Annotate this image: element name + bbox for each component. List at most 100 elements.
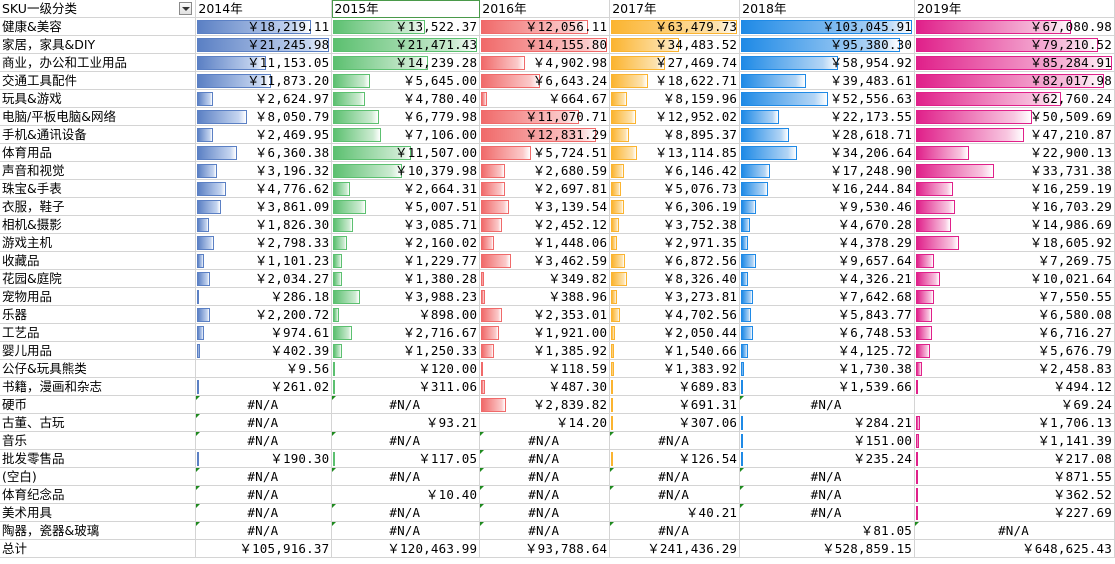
value-cell[interactable]: #N/A [331, 395, 481, 414]
category-label[interactable]: 陶器，瓷器&玻璃 [0, 521, 197, 540]
category-label[interactable]: 批发零售品 [0, 449, 197, 468]
value-cell[interactable]: ￥118.59 [479, 359, 611, 378]
value-cell[interactable]: ￥117.05 [331, 449, 481, 468]
value-cell[interactable]: ￥1,540.66 [609, 341, 741, 360]
value-cell[interactable]: ￥11,153.05 [195, 53, 333, 72]
value-cell[interactable]: ￥1,826.30 [195, 215, 333, 234]
value-cell[interactable]: ￥79,210.52 [914, 35, 1115, 54]
value-cell[interactable]: ￥2,971.35 [609, 233, 741, 252]
value-cell[interactable]: ￥9,657.64 [739, 251, 916, 270]
value-cell[interactable]: ￥58,954.92 [739, 53, 916, 72]
value-cell[interactable]: ￥2,716.67 [331, 323, 481, 342]
value-cell[interactable]: #N/A [195, 503, 333, 522]
column-header-year[interactable]: 2018年 [739, 0, 916, 18]
column-header-year[interactable]: 2015年 [331, 0, 481, 18]
value-cell[interactable]: ￥11,507.00 [331, 143, 481, 162]
value-cell[interactable]: ￥217.08 [914, 449, 1115, 468]
value-cell[interactable]: #N/A [195, 521, 333, 540]
value-cell[interactable]: ￥2,458.83 [914, 359, 1115, 378]
value-cell[interactable]: ￥105,916.37 [195, 539, 333, 558]
category-label[interactable]: 书籍，漫画和杂志 [0, 377, 197, 396]
value-cell[interactable]: ￥2,200.72 [195, 305, 333, 324]
value-cell[interactable]: #N/A [479, 467, 611, 486]
value-cell[interactable]: ￥3,196.32 [195, 161, 333, 180]
value-cell[interactable]: ￥8,326.40 [609, 269, 741, 288]
category-label[interactable]: 古董、古玩 [0, 413, 197, 432]
value-cell[interactable]: ￥11,873.20 [195, 71, 333, 90]
category-label[interactable]: 珠宝&手表 [0, 179, 197, 198]
row-label-header[interactable]: SKU一级分类 [0, 0, 197, 18]
category-label[interactable]: 乐器 [0, 305, 197, 324]
value-cell[interactable]: ￥6,779.98 [331, 107, 481, 126]
category-label[interactable]: 宠物用品 [0, 287, 197, 306]
value-cell[interactable]: ￥4,780.40 [331, 89, 481, 108]
value-cell[interactable]: ￥494.12 [914, 377, 1115, 396]
category-label[interactable]: 美术用具 [0, 503, 197, 522]
value-cell[interactable]: ￥307.06 [609, 413, 741, 432]
value-cell[interactable]: ￥17,248.90 [739, 161, 916, 180]
category-label[interactable]: 硬币 [0, 395, 197, 414]
value-cell[interactable]: ￥261.02 [195, 377, 333, 396]
value-cell[interactable]: ￥93,788.64 [479, 539, 611, 558]
category-label[interactable]: 商业，办公和工业用品 [0, 53, 197, 72]
category-label[interactable]: 手机&通讯设备 [0, 125, 197, 144]
category-label[interactable]: 体育纪念品 [0, 485, 197, 504]
value-cell[interactable]: ￥13,522.37 [331, 17, 481, 36]
value-cell[interactable]: #N/A [609, 485, 741, 504]
value-cell[interactable]: ￥7,550.55 [914, 287, 1115, 306]
value-cell[interactable]: ￥3,752.38 [609, 215, 741, 234]
value-cell[interactable]: ￥6,716.27 [914, 323, 1115, 342]
value-cell[interactable]: ￥2,050.44 [609, 323, 741, 342]
value-cell[interactable]: ￥402.39 [195, 341, 333, 360]
value-cell[interactable]: ￥1,539.66 [739, 377, 916, 396]
value-cell[interactable]: ￥13,114.85 [609, 143, 741, 162]
category-label[interactable]: 体育用品 [0, 143, 197, 162]
value-cell[interactable]: #N/A [739, 485, 916, 504]
value-cell[interactable]: ￥3,273.81 [609, 287, 741, 306]
value-cell[interactable]: ￥5,676.79 [914, 341, 1115, 360]
value-cell[interactable]: ￥7,642.68 [739, 287, 916, 306]
value-cell[interactable]: ￥1,229.77 [331, 251, 481, 270]
value-cell[interactable]: ￥14.20 [479, 413, 611, 432]
category-label[interactable]: 电脑/平板电脑&网络 [0, 107, 197, 126]
value-cell[interactable]: ￥2,798.33 [195, 233, 333, 252]
value-cell[interactable]: ￥11,070.71 [479, 107, 611, 126]
value-cell[interactable]: ￥2,624.97 [195, 89, 333, 108]
value-cell[interactable]: ￥21,245.98 [195, 35, 333, 54]
value-cell[interactable]: ￥16,259.19 [914, 179, 1115, 198]
value-cell[interactable]: #N/A [331, 431, 481, 450]
value-cell[interactable]: ￥691.31 [609, 395, 741, 414]
value-cell[interactable]: ￥6,360.38 [195, 143, 333, 162]
value-cell[interactable]: ￥21,471.43 [331, 35, 481, 54]
value-cell[interactable]: ￥2,160.02 [331, 233, 481, 252]
value-cell[interactable]: ￥227.69 [914, 503, 1115, 522]
value-cell[interactable]: #N/A [739, 467, 916, 486]
value-cell[interactable]: ￥2,697.81 [479, 179, 611, 198]
value-cell[interactable]: ￥1,921.00 [479, 323, 611, 342]
value-cell[interactable]: ￥5,843.77 [739, 305, 916, 324]
value-cell[interactable]: ￥10,379.98 [331, 161, 481, 180]
value-cell[interactable]: #N/A [195, 431, 333, 450]
category-label[interactable]: 相机&摄影 [0, 215, 197, 234]
value-cell[interactable]: ￥18,605.92 [914, 233, 1115, 252]
value-cell[interactable]: ￥2,034.27 [195, 269, 333, 288]
value-cell[interactable]: #N/A [609, 467, 741, 486]
value-cell[interactable]: ￥362.52 [914, 485, 1115, 504]
value-cell[interactable]: ￥4,776.62 [195, 179, 333, 198]
value-cell[interactable]: ￥50,509.69 [914, 107, 1115, 126]
value-cell[interactable]: ￥349.82 [479, 269, 611, 288]
category-label[interactable]: 玩具&游戏 [0, 89, 197, 108]
value-cell[interactable]: ￥4,702.56 [609, 305, 741, 324]
value-cell[interactable]: ￥126.54 [609, 449, 741, 468]
value-cell[interactable]: ￥898.00 [331, 305, 481, 324]
column-header-year[interactable]: 2017年 [609, 0, 741, 18]
value-cell[interactable]: #N/A [479, 485, 611, 504]
value-cell[interactable]: ￥689.83 [609, 377, 741, 396]
value-cell[interactable]: ￥1,250.33 [331, 341, 481, 360]
value-cell[interactable]: ￥69.24 [914, 395, 1115, 414]
filter-dropdown-icon[interactable] [179, 2, 193, 15]
category-label[interactable]: 交通工具配件 [0, 71, 197, 90]
value-cell[interactable]: ￥284.21 [739, 413, 916, 432]
value-cell[interactable]: ￥6,146.42 [609, 161, 741, 180]
value-cell[interactable]: #N/A [479, 431, 611, 450]
